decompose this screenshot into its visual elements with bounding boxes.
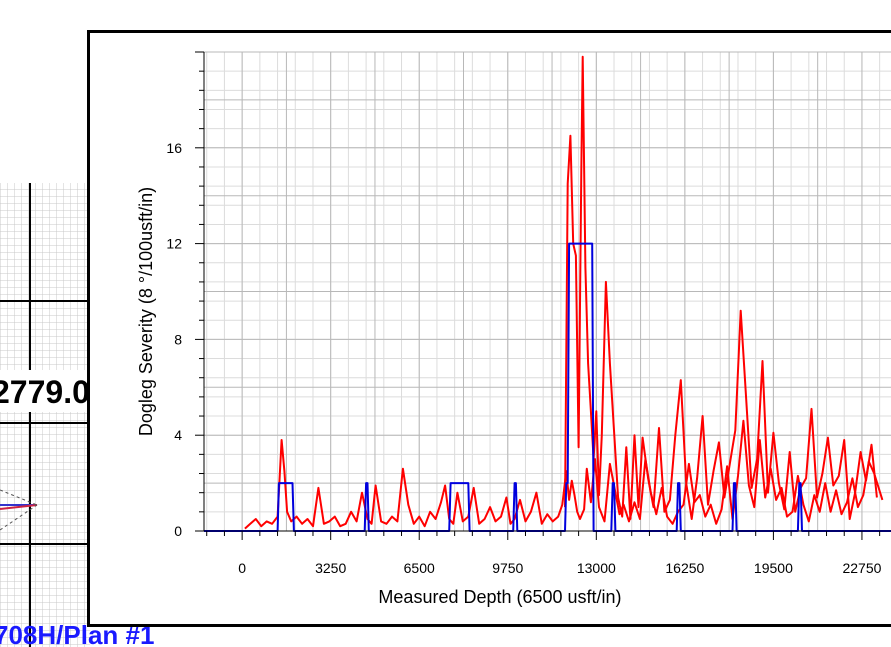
x-tick-label: 16250 xyxy=(665,560,704,576)
plot-series xyxy=(204,55,891,532)
x-tick-label: 22750 xyxy=(842,560,881,576)
x-tick-label: 6500 xyxy=(404,560,435,576)
x-tick-label: 9750 xyxy=(492,560,523,576)
x-tick-label: 19500 xyxy=(754,560,793,576)
y-tick-label: 12 xyxy=(166,236,182,252)
background-depth-label: 2779.0 xyxy=(0,374,90,410)
background-wellpath-line xyxy=(0,489,38,506)
major-grid xyxy=(204,51,891,532)
background-wellpath-line xyxy=(0,504,38,531)
dogleg-severity-chart-window: 0 3250 6500 9750 13000 16250 19500 22750 0 4 8 12 16… xyxy=(87,30,891,627)
y-tick-label: 0 xyxy=(174,523,182,539)
y-tick-label: 4 xyxy=(174,427,182,443)
dogleg-severity-chart: 0 3250 6500 9750 13000 16250 19500 22750 0 4 8 12 16… xyxy=(136,51,891,607)
background-wellpath-line xyxy=(0,504,38,510)
series-line-3 xyxy=(204,242,891,532)
background-grid-area xyxy=(0,183,90,647)
series-line-2 xyxy=(564,55,878,520)
tick-labels: 0 3250 6500 9750 13000 16250 19500 22750 0 4 8 12 16 xyxy=(166,140,881,576)
x-tick-label: 3250 xyxy=(315,560,346,576)
y-tick-label: 8 xyxy=(174,331,182,347)
y-tick-label: 16 xyxy=(166,140,182,156)
x-tick-label: 0 xyxy=(238,560,246,576)
background-label-box xyxy=(0,370,90,412)
x-axis-title: Measured Depth (6500 usft/in) xyxy=(378,587,621,607)
x-tick-label: 13000 xyxy=(577,560,616,576)
axes xyxy=(195,51,891,540)
y-axis-title: Dogleg Severity (8 °/100usft/in) xyxy=(136,187,156,436)
